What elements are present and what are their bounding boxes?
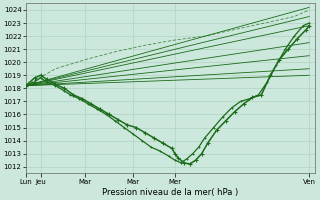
X-axis label: Pression niveau de la mer( hPa ): Pression niveau de la mer( hPa ) xyxy=(102,188,238,197)
